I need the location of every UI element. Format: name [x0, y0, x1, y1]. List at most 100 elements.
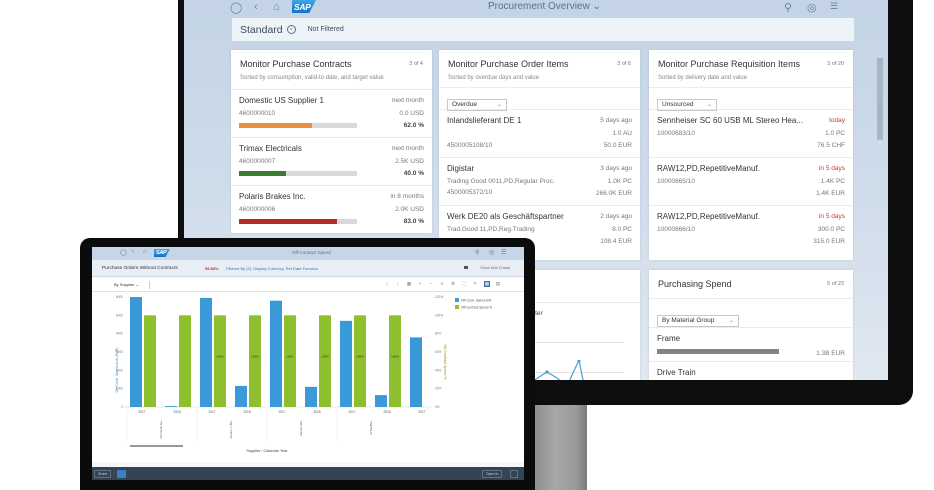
card-header[interactable]: Purchasing Spend 5 of 23: [649, 270, 853, 298]
svg-text:Schaeffler...: Schaeffler...: [369, 419, 373, 435]
search-icon[interactable]: ⚲: [475, 250, 480, 256]
svg-text:1000: 1000: [116, 387, 123, 391]
bookmark-button[interactable]: [117, 470, 126, 478]
list-item[interactable]: Inlandslieferant DE 1 4500005108/10 5 da…: [439, 110, 640, 158]
material-name: RAW12,PD,RepetitiveManuf.: [657, 212, 760, 221]
list-item[interactable]: RAW12,PD,RepetitiveManuf. 10000665/10 in…: [649, 158, 853, 206]
supplier-name: Digistar: [447, 164, 475, 173]
list-item[interactable]: Frame 1.3B EUR: [649, 328, 853, 362]
validity: in 8 months: [390, 193, 424, 200]
variant-dropdown-icon[interactable]: ⌄: [286, 25, 296, 34]
card-subtitle: Sorted by delivery date and value: [658, 75, 748, 81]
share-button[interactable]: Share: [94, 470, 112, 478]
card-header[interactable]: Monitor Purchase Contracts 3 of 4 Sorted…: [231, 50, 432, 90]
list-item[interactable]: Domestic US Supplier 1 4600000010 next m…: [231, 90, 432, 138]
user-icon[interactable]: ◯: [230, 2, 243, 14]
home-icon[interactable]: ⌂: [143, 249, 147, 255]
user-icon[interactable]: ◯: [120, 250, 127, 256]
svg-text:Off-Contract Spend %: Off-Contract Spend %: [443, 344, 447, 380]
unsourced-select[interactable]: Unsourced ⌄: [657, 98, 717, 111]
card-purchase-contracts[interactable]: Monitor Purchase Contracts 3 of 4 Sorted…: [231, 50, 432, 233]
settings-icon[interactable]: ⚙: [450, 281, 456, 286]
home-icon[interactable]: ⌂: [273, 1, 280, 13]
menu-icon[interactable]: ☰: [830, 1, 839, 11]
supplier-name: Domestic US Supplier 1: [239, 96, 324, 105]
sap-logo[interactable]: SAP: [154, 249, 170, 257]
card-count: 3 of 6: [617, 61, 631, 67]
overdue-select[interactable]: Overdue ⌄: [447, 98, 507, 111]
quantity: 300.0 PC: [817, 226, 845, 233]
card-header[interactable]: Monitor Purchase Order Items 3 of 6 Sort…: [439, 50, 640, 88]
filter-summary[interactable]: Filtered By (2): Display Currency, Ref D…: [226, 266, 318, 271]
back-icon[interactable]: ‹: [254, 1, 258, 13]
svg-text:2017: 2017: [418, 410, 425, 414]
card-header[interactable]: Monitor Purchase Requisition Items 3 of …: [649, 50, 853, 88]
mini-chart-icon[interactable]: [464, 266, 468, 269]
bar-chart[interactable]: 0 1000 2000 3000 4000 5000 6000 0% 20% 40% 60% 80%…: [92, 292, 524, 462]
card-filter: Overdue ⌄: [439, 88, 640, 111]
sap-logo[interactable]: SAP: [292, 0, 316, 13]
back-icon[interactable]: ‹: [132, 249, 134, 255]
overdue: 3 days ago: [600, 165, 632, 172]
quantity: 1.0 AU: [612, 130, 632, 137]
delivery-date: today: [829, 117, 845, 124]
app-title[interactable]: Off-Contract Spend: [292, 250, 331, 255]
list-item[interactable]: Sennheiser SC 60 USB ML Stereo Hea... 10…: [649, 110, 853, 158]
variant-label[interactable]: Standard: [240, 23, 283, 36]
scrollbar[interactable]: [877, 58, 883, 140]
sort-asc-icon[interactable]: ↕: [385, 281, 389, 286]
zoom-in-icon[interactable]: +: [418, 281, 422, 286]
delivery-date: in 5 days: [818, 213, 845, 220]
svg-text:100%: 100%: [251, 355, 259, 359]
quantity: 1.4K PC: [820, 178, 845, 185]
card-filter: By Material Group ⌄: [649, 298, 853, 328]
value: 315.0 EUR: [813, 238, 845, 245]
quantity: 1.0 PC: [825, 130, 845, 137]
list-item[interactable]: Trimax Electricals 4600000007 next month…: [231, 138, 432, 186]
select-value: By Material Group: [662, 317, 715, 324]
svg-text:Off-Contr. Spend Amt (EUR): Off-Contr. Spend Amt (EUR): [115, 347, 119, 392]
legend-icon[interactable]: ≡: [440, 281, 444, 286]
card-purchasing-spend[interactable]: Purchasing Spend 5 of 23 By Material Gro…: [649, 270, 853, 380]
chevron-down-icon: ⌄: [592, 1, 601, 12]
svg-text:2017: 2017: [348, 410, 355, 414]
spend-bar: [657, 349, 779, 354]
fullscreen-icon[interactable]: ⛶: [462, 281, 466, 286]
card-count: 5 of 23: [827, 281, 844, 287]
material-group-name: Frame: [657, 334, 681, 343]
menu-icon[interactable]: ☰: [501, 250, 507, 256]
trend-line-chart[interactable]: [519, 360, 629, 380]
notifications-icon[interactable]: ◎: [807, 2, 817, 14]
list-item[interactable]: Werk DE20 als Geschäftspartner Trad.Good…: [439, 206, 640, 254]
sort-desc-icon[interactable]: ↕: [396, 281, 400, 286]
zoom-out-icon[interactable]: −: [429, 281, 433, 286]
list-item[interactable]: Polaris Brakes Inc. 4600000006 in 8 mont…: [231, 186, 432, 232]
view-by-select[interactable]: By Supplier ⌄: [114, 281, 150, 289]
table-view-icon[interactable]: ▤: [495, 281, 501, 286]
material-group-select[interactable]: By Material Group ⌄: [657, 314, 739, 327]
po-id: 4500005372/10: [447, 189, 493, 196]
svg-text:2018: 2018: [313, 410, 320, 414]
list-item[interactable]: Drive Train: [649, 362, 853, 380]
personalize-icon[interactable]: ✎: [473, 281, 477, 286]
app-title[interactable]: Procurement Overview ⌄: [488, 1, 601, 12]
open-in-button[interactable]: Open In: [482, 470, 503, 478]
progress-bar: [239, 123, 357, 128]
chart-view-icon[interactable]: ▩: [484, 281, 490, 287]
shell-bar: ◯ ‹ ⌂ SAP Procurement Overview ⌄ ⚲ ◎ ☰: [184, 0, 888, 15]
notifications-icon[interactable]: ◎: [489, 250, 495, 256]
card-purchase-requisition-items[interactable]: Monitor Purchase Requisition Items 3 of …: [649, 50, 853, 260]
table-icon[interactable]: ▦: [406, 281, 412, 286]
consumption-pct: 62.0 %: [403, 122, 424, 129]
show-mini-charts-link[interactable]: Show Mini Charts: [480, 266, 510, 270]
list-item[interactable]: RAW12,PD,RepetitiveManuf. 10000666/10 in…: [649, 206, 853, 254]
card-purchase-order-items[interactable]: Monitor Purchase Order Items 3 of 6 Sort…: [439, 50, 640, 260]
svg-text:100%: 100%: [286, 355, 294, 359]
chevron-down-icon: ⌄: [728, 318, 734, 324]
material-name: RAW12,PD,RepetitiveManuf.: [657, 164, 760, 173]
external-link-icon[interactable]: [510, 470, 518, 478]
list-item[interactable]: Digistar Trading Good 0011,PD,Regular Pr…: [439, 158, 640, 206]
kpi-value: 99.88%: [205, 266, 219, 271]
search-icon[interactable]: ⚲: [784, 2, 793, 14]
